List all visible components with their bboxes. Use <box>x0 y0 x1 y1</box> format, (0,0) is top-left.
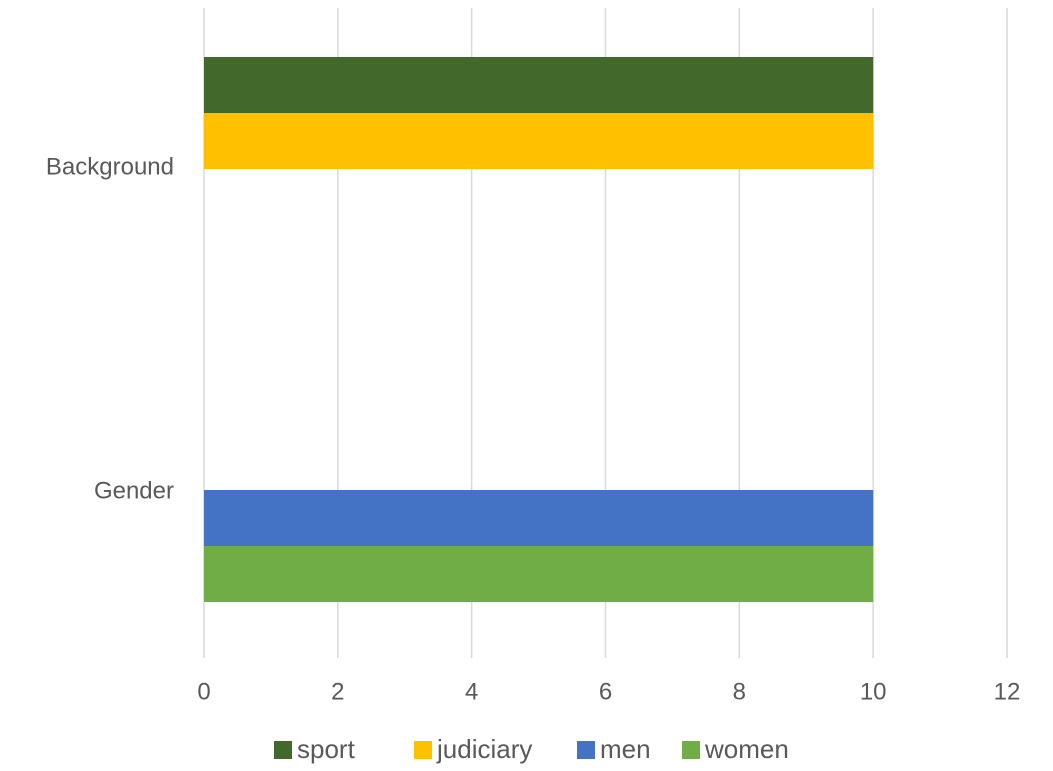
category-label-background: Background <box>46 153 174 180</box>
category-labels: Background Gender <box>46 153 174 504</box>
x-tick-label: 0 <box>197 678 210 705</box>
legend-swatch-sport <box>274 741 292 759</box>
legend-swatch-women <box>682 741 700 759</box>
bar-background-sport <box>204 57 874 113</box>
legend-swatch-judiciary <box>414 741 432 759</box>
legend: sport judiciary men women <box>274 734 789 764</box>
x-tick-label: 10 <box>860 678 887 705</box>
x-tick-label: 6 <box>599 678 612 705</box>
bar-background-judiciary <box>204 113 874 169</box>
x-tick-label: 12 <box>994 678 1021 705</box>
legend-label-sport: sport <box>297 734 356 764</box>
legend-label-women: women <box>704 734 789 764</box>
legend-swatch-men <box>577 741 595 759</box>
legend-label-men: men <box>600 734 651 764</box>
category-label-gender: Gender <box>94 477 174 504</box>
x-tick-label: 8 <box>733 678 746 705</box>
x-tick-label: 2 <box>331 678 344 705</box>
x-tick-label: 4 <box>465 678 478 705</box>
legend-label-judiciary: judiciary <box>436 734 532 764</box>
bar-gender-women <box>204 546 874 602</box>
bars <box>204 57 874 602</box>
bar-gender-men <box>204 490 874 546</box>
x-tick-labels: 0 2 4 6 8 10 12 <box>197 678 1020 705</box>
